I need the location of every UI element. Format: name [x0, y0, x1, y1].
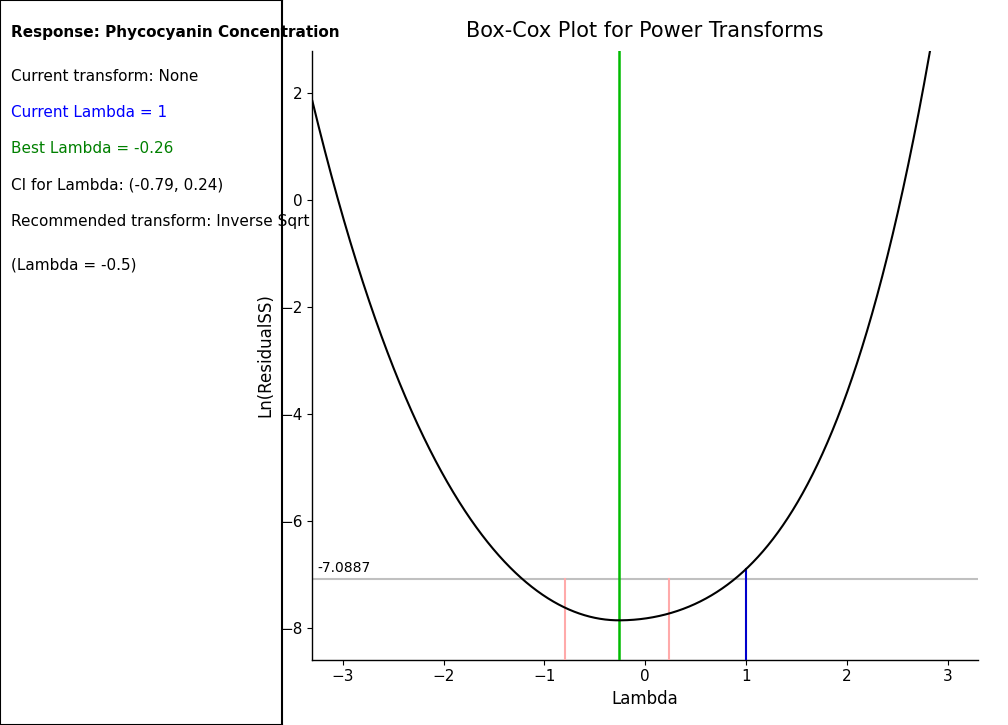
- Text: Response: Phycocyanin Concentration: Response: Phycocyanin Concentration: [11, 25, 340, 41]
- Text: (Lambda = -0.5): (Lambda = -0.5): [11, 257, 137, 273]
- Text: CI for Lambda: (-0.79, 0.24): CI for Lambda: (-0.79, 0.24): [11, 178, 224, 193]
- Text: Recommended transform: Inverse Sqrt: Recommended transform: Inverse Sqrt: [11, 214, 309, 229]
- Text: Current Lambda = 1: Current Lambda = 1: [11, 105, 167, 120]
- Title: Box-Cox Plot for Power Transforms: Box-Cox Plot for Power Transforms: [467, 21, 824, 41]
- Y-axis label: Ln(ResidualSS): Ln(ResidualSS): [257, 294, 275, 417]
- Text: -7.0887: -7.0887: [318, 560, 371, 575]
- X-axis label: Lambda: Lambda: [612, 690, 678, 708]
- Text: Current transform: None: Current transform: None: [11, 69, 199, 84]
- Text: Best Lambda = -0.26: Best Lambda = -0.26: [11, 141, 173, 157]
